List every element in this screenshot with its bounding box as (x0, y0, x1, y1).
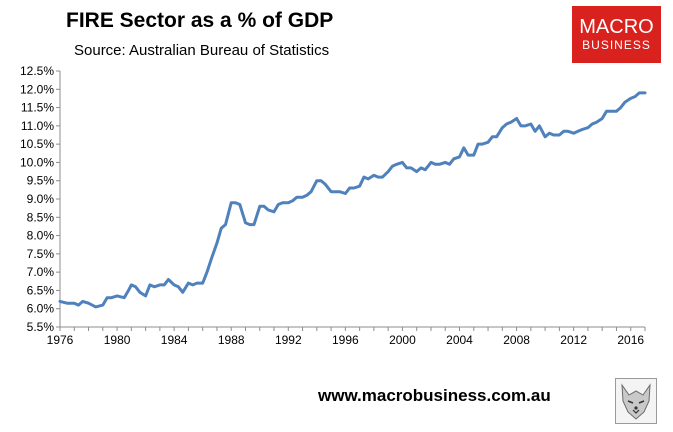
y-tick-label: 8.5% (27, 210, 55, 224)
x-axis-ticks: 1976 1980 1984 1988 1992 1996 2000 2004 2008 2012… (47, 327, 646, 347)
x-tick-label: 2016 (617, 333, 644, 347)
y-tick-label: 11.5% (21, 101, 54, 115)
y-tick-label: 9.5% (27, 174, 55, 188)
y-tick-label: 6.0% (27, 302, 55, 316)
logo-top-text: MACRO (579, 16, 654, 38)
x-tick-label: 1996 (332, 333, 359, 347)
source-subtitle: Source: Australian Bureau of Statistics (74, 42, 330, 59)
wolf-icon (615, 378, 657, 424)
x-tick-label: 1980 (104, 333, 131, 347)
y-tick-label: 7.0% (27, 265, 55, 279)
y-tick-label: 10.0% (20, 155, 54, 169)
y-axis-ticks: 5.5% 6.0% 6.5% 7.0% 7.5% 8.0% 8.5% 9.0% 9.5% 10.0… (20, 64, 60, 334)
y-tick-label: 9.0% (27, 192, 55, 206)
x-tick-label: 1992 (275, 333, 302, 347)
y-tick-label: 6.5% (27, 283, 55, 297)
y-tick-label: 11.0% (21, 119, 54, 133)
logo-bottom-text: BUSINESS (582, 38, 651, 52)
x-tick-label: 1988 (218, 333, 245, 347)
page-title: FIRE Sector as a % of GDP (66, 9, 334, 32)
x-tick-label: 2012 (560, 333, 587, 347)
y-tick-label: 5.5% (27, 320, 55, 334)
series-line (58, 91, 647, 309)
x-tick-label: 2008 (503, 333, 530, 347)
x-tick-label: 1976 (47, 333, 74, 347)
footer-url-link[interactable]: www.macrobusiness.com.au (318, 386, 551, 405)
y-tick-label: 8.0% (27, 229, 55, 243)
y-tick-label: 10.5% (20, 137, 54, 151)
y-tick-label: 12.5% (20, 64, 54, 78)
x-tick-label: 2004 (446, 333, 473, 347)
macrobusiness-logo[interactable]: MACRO BUSINESS (572, 6, 661, 63)
x-tick-label: 1984 (161, 333, 188, 347)
series-group (58, 91, 647, 309)
y-tick-label: 12.0% (20, 82, 54, 96)
x-tick-label: 2000 (389, 333, 416, 347)
y-tick-label: 7.5% (27, 247, 55, 261)
